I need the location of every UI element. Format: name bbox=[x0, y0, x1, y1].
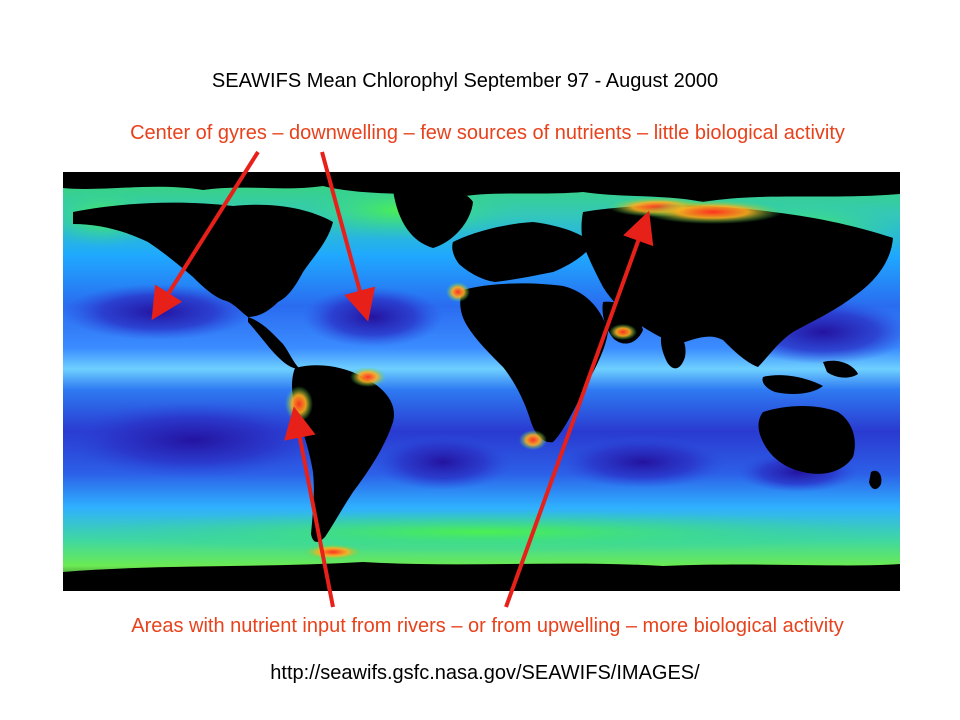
gyre-annotation: Center of gyres – downwelling – few sour… bbox=[130, 122, 845, 144]
source-url: http://seawifs.gsfc.nasa.gov/SEAWIFS/IMA… bbox=[270, 662, 700, 684]
chlorophyll-world-map bbox=[63, 172, 900, 591]
upwelling-annotation: Areas with nutrient input from rivers – … bbox=[131, 615, 844, 637]
slide-title: SEAWIFS Mean Chlorophyl September 97 - A… bbox=[211, 70, 719, 92]
